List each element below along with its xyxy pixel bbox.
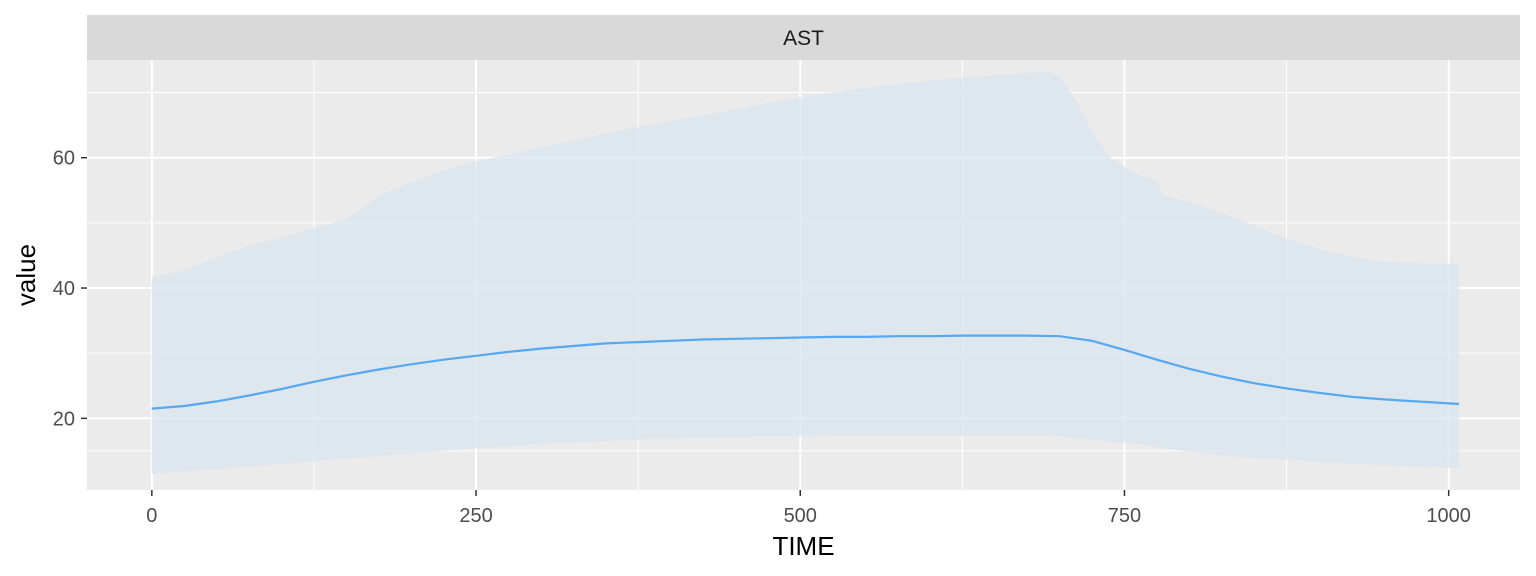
- x-tick-label: 250: [459, 505, 492, 527]
- x-tick-label: 750: [1108, 505, 1141, 527]
- plot-layer: [151, 71, 1460, 474]
- x-tick-label: 0: [146, 505, 157, 527]
- x-axis: 0 250 500 750 1000: [146, 490, 1471, 527]
- smooth-line: [151, 334, 1460, 410]
- x-axis-title: TIME: [772, 531, 834, 561]
- x-tick-label: 500: [784, 505, 817, 527]
- y-tick-label: 60: [53, 148, 75, 170]
- facet-label: AST: [783, 27, 824, 50]
- x-tick-label: 1000: [1426, 505, 1471, 527]
- y-axis: 20 40 60: [53, 148, 87, 430]
- y-tick-label: 40: [53, 278, 75, 300]
- y-tick-label: 20: [53, 408, 75, 430]
- facet-strip: [87, 15, 1520, 60]
- y-axis-title: value: [11, 244, 41, 306]
- confidence-ribbon: [151, 71, 1459, 474]
